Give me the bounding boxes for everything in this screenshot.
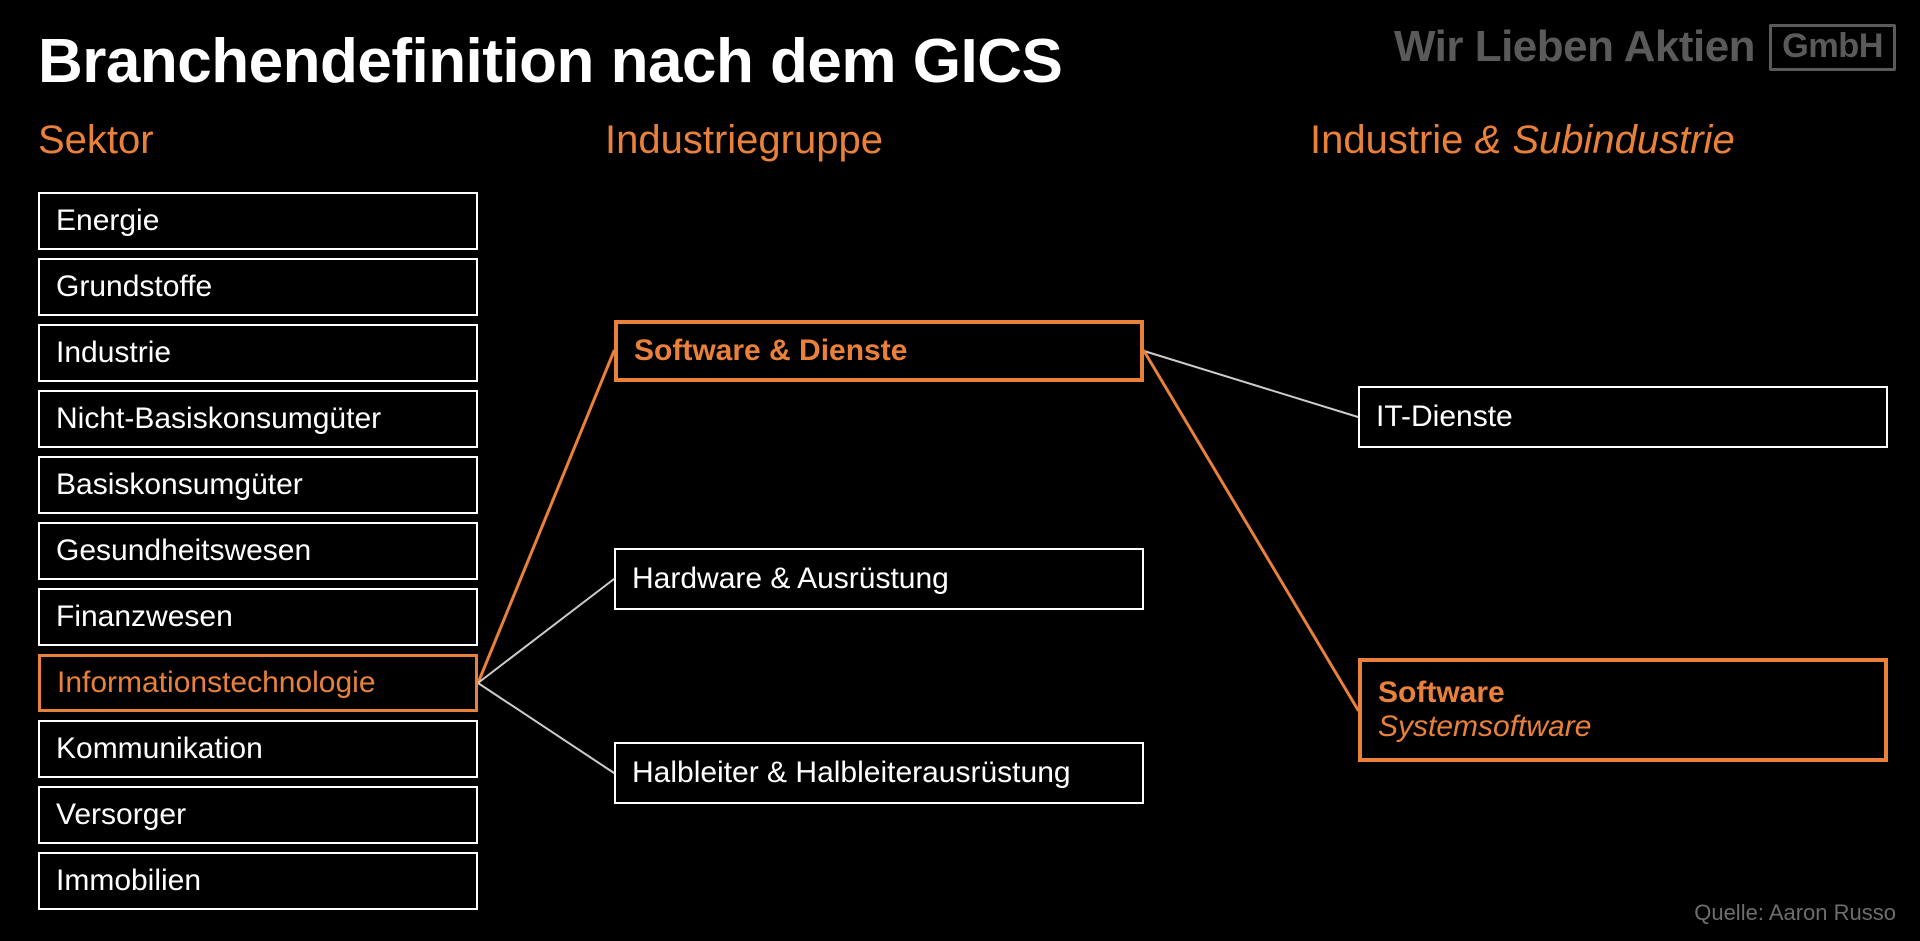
sektor-item: Energie bbox=[38, 192, 478, 250]
industrie-item: SoftwareSystemsoftware bbox=[1358, 658, 1888, 762]
industriegruppe-item: Hardware & Ausrüstung bbox=[614, 548, 1144, 610]
watermark-badge: GmbH bbox=[1769, 24, 1896, 71]
sektor-item: Nicht-Basiskonsumgüter bbox=[38, 390, 478, 448]
source-attribution: Quelle: Aaron Russo bbox=[1694, 900, 1896, 926]
column-header-industriegruppe: Industriegruppe bbox=[605, 118, 883, 163]
sektor-item: Basiskonsumgüter bbox=[38, 456, 478, 514]
sektor-item: Industrie bbox=[38, 324, 478, 382]
sektor-item: Versorger bbox=[38, 786, 478, 844]
sektor-item: Gesundheitswesen bbox=[38, 522, 478, 580]
watermark-text: Wir Lieben Aktien bbox=[1394, 22, 1755, 72]
watermark-logo: Wir Lieben Aktien GmbH bbox=[1394, 22, 1896, 72]
sektor-item: Informationstechnologie bbox=[38, 654, 478, 712]
column-header-sektor: Sektor bbox=[38, 118, 154, 163]
industriegruppe-item: Halbleiter & Halbleiterausrüstung bbox=[614, 742, 1144, 804]
sektor-item: Kommunikation bbox=[38, 720, 478, 778]
sektor-item: Finanzwesen bbox=[38, 588, 478, 646]
industriegruppe-item: Software & Dienste bbox=[614, 320, 1144, 382]
column-header-industrie-sub: & Subindustrie bbox=[1463, 118, 1734, 162]
column-header-industrie-main: Industrie bbox=[1310, 118, 1463, 162]
column-header-industrie: Industrie & Subindustrie bbox=[1310, 118, 1735, 163]
sektor-item: Grundstoffe bbox=[38, 258, 478, 316]
industrie-item: IT-Dienste bbox=[1358, 386, 1888, 448]
page-title: Branchendefinition nach dem GICS bbox=[38, 26, 1062, 97]
sektor-item: Immobilien bbox=[38, 852, 478, 910]
